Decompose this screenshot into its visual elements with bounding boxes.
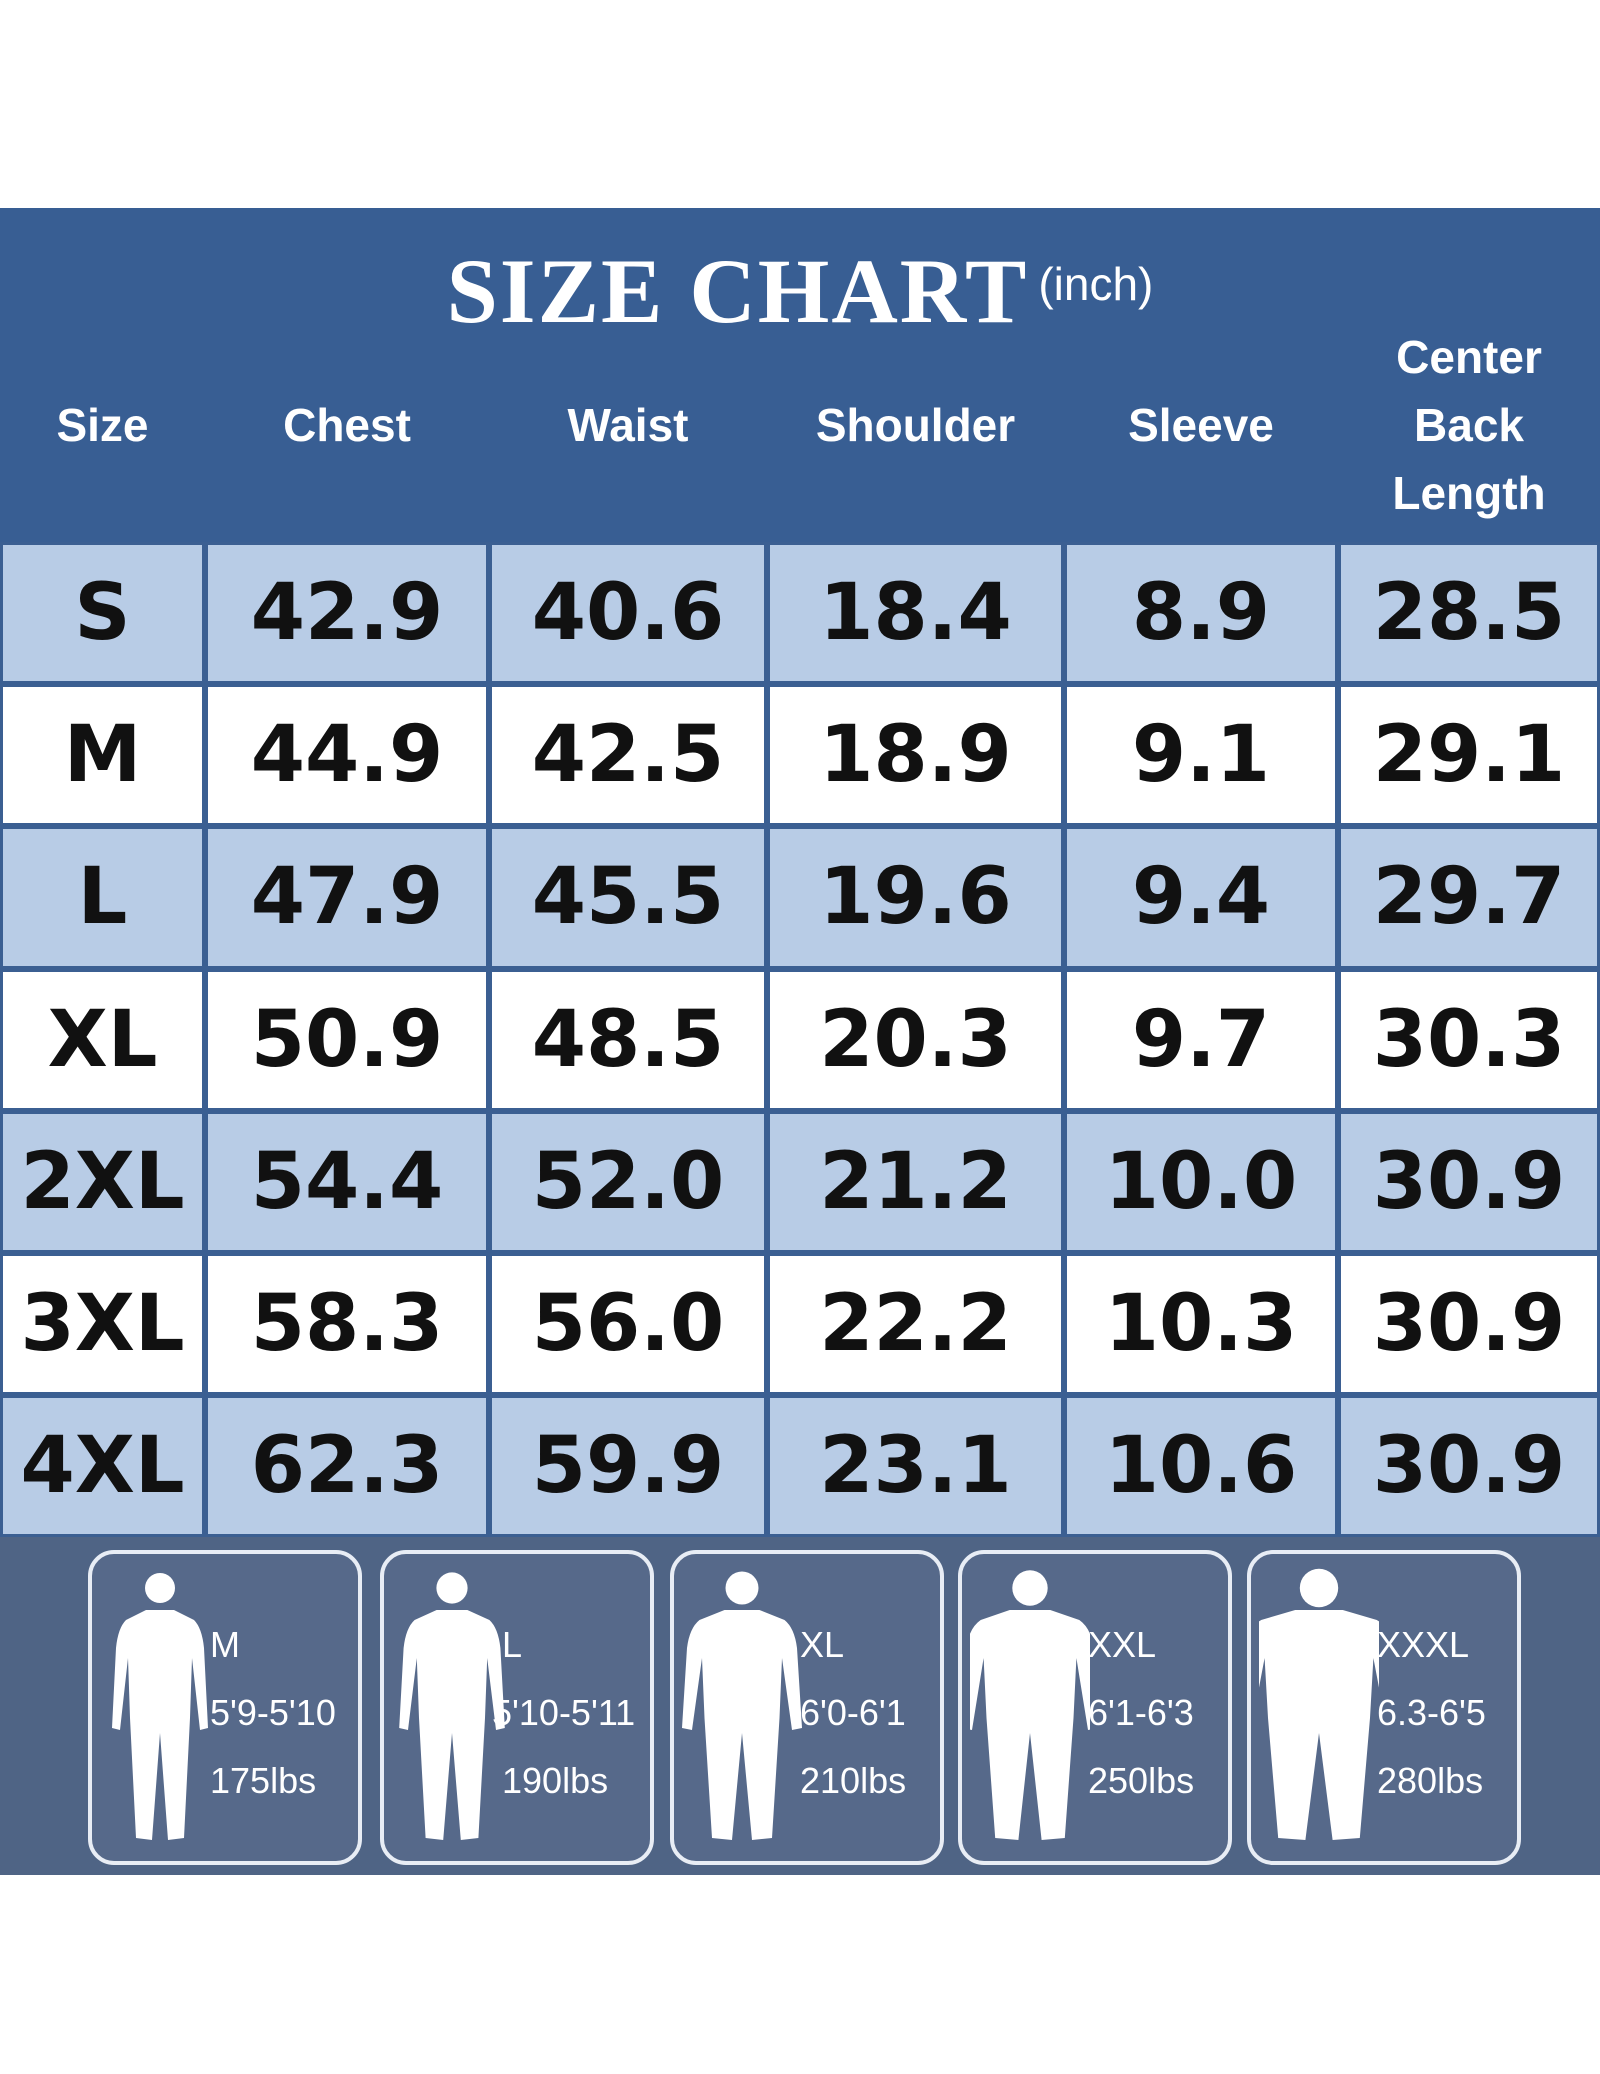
value-cell: 10.6	[1064, 1395, 1338, 1538]
figure-height: 6'1-6'3	[1088, 1692, 1194, 1733]
value-cell: 48.5	[489, 968, 767, 1111]
body-silhouette	[399, 1572, 505, 1840]
column-header: Size	[56, 399, 149, 451]
figure-weight: 175lbs	[210, 1760, 317, 1801]
value-cell: 9.4	[1064, 826, 1338, 969]
column-header: Chest	[283, 399, 411, 451]
value-cell: 52.0	[489, 1110, 767, 1253]
figure-height: 5'10-5'11	[492, 1692, 636, 1733]
value-cell: 9.7	[1064, 968, 1338, 1111]
figure-card: XL 6'0-6'1 210lbs	[670, 1550, 944, 1865]
body-silhouette	[682, 1571, 802, 1840]
figure-panel: M 5'9-5'10 175lbs L 5'10-5'11 190lbs XL 6'0-6'1…	[0, 1537, 1600, 1875]
title: SIZE CHART	[446, 240, 1029, 342]
column-header: Center Back Length	[1392, 331, 1546, 519]
head	[725, 1571, 759, 1605]
value-cell: 9.1	[1064, 684, 1338, 827]
value-cell: 18.4	[767, 542, 1064, 685]
column-header: Waist	[567, 399, 689, 451]
column-header: Shoulder	[815, 399, 1016, 451]
header: SIZE CHART (inch) Size Chest Waist Shoulder S…	[0, 208, 1600, 542]
value-cell: 47.9	[205, 826, 489, 969]
size-cell: XL	[0, 968, 205, 1111]
body	[1259, 1610, 1379, 1840]
value-cell: 10.3	[1064, 1253, 1338, 1396]
figure-size: XXL	[1088, 1624, 1157, 1665]
value-cell: 54.4	[205, 1110, 489, 1253]
body-silhouette	[970, 1570, 1090, 1840]
size-cell: S	[0, 542, 205, 685]
value-cell: 29.1	[1338, 684, 1600, 827]
value-cell: 18.9	[767, 684, 1064, 827]
head	[1299, 1568, 1339, 1608]
figure-card: L 5'10-5'11 190lbs	[380, 1550, 654, 1865]
body	[399, 1610, 505, 1840]
body	[112, 1610, 208, 1840]
value-cell: 30.9	[1338, 1253, 1600, 1396]
value-cell: 19.6	[767, 826, 1064, 969]
figure-card: XXXL 6.3-6'5 280lbs	[1247, 1550, 1521, 1865]
size-cell: 3XL	[0, 1253, 205, 1396]
value-cell: 30.9	[1338, 1395, 1600, 1538]
head	[436, 1572, 468, 1604]
figure-size: M	[210, 1624, 240, 1665]
value-cell: 10.0	[1064, 1110, 1338, 1253]
size-cell: 4XL	[0, 1395, 205, 1538]
figure-weight: 250lbs	[1088, 1760, 1195, 1801]
title-block: SIZE CHART (inch)	[0, 238, 1600, 344]
value-cell: 20.3	[767, 968, 1064, 1111]
size-cell: 2XL	[0, 1110, 205, 1253]
value-cell: 28.5	[1338, 542, 1600, 685]
value-cell: 59.9	[489, 1395, 767, 1538]
figure-weight: 280lbs	[1377, 1760, 1484, 1801]
figure-height: 6'0-6'1	[800, 1692, 906, 1733]
unit: (inch)	[1038, 258, 1154, 310]
value-cell: 8.9	[1064, 542, 1338, 685]
figure-size: XL	[800, 1624, 845, 1665]
figure-card: XXL 6'1-6'3 250lbs	[958, 1550, 1232, 1865]
body-silhouette	[112, 1573, 208, 1840]
body	[970, 1610, 1090, 1840]
figure-card: M 5'9-5'10 175lbs	[88, 1550, 362, 1865]
head	[1012, 1570, 1048, 1606]
figure-weight: 190lbs	[502, 1760, 609, 1801]
value-cell: 29.7	[1338, 826, 1600, 969]
value-cell: 50.9	[205, 968, 489, 1111]
value-cell: 40.6	[489, 542, 767, 685]
figure-height: 6.3-6'5	[1377, 1692, 1486, 1733]
value-cell: 22.2	[767, 1253, 1064, 1396]
value-cell: 58.3	[205, 1253, 489, 1396]
value-cell: 56.0	[489, 1253, 767, 1396]
size-cell: L	[0, 826, 205, 969]
body-silhouette	[1259, 1568, 1379, 1840]
body	[682, 1610, 802, 1840]
value-cell: 23.1	[767, 1395, 1064, 1538]
value-cell: 21.2	[767, 1110, 1064, 1253]
size-cell: M	[0, 684, 205, 827]
value-cell: 45.5	[489, 826, 767, 969]
value-cell: 30.9	[1338, 1110, 1600, 1253]
value-cell: 42.9	[205, 542, 489, 685]
value-cell: 30.3	[1338, 968, 1600, 1111]
value-cell: 44.9	[205, 684, 489, 827]
value-cell: 42.5	[489, 684, 767, 827]
value-cell: 62.3	[205, 1395, 489, 1538]
figure-height: 5'9-5'10	[210, 1692, 336, 1733]
figure-weight: 210lbs	[800, 1760, 907, 1801]
column-header: Sleeve	[1128, 399, 1274, 451]
head	[145, 1573, 175, 1603]
figure-size: XXXL	[1377, 1624, 1470, 1665]
figure-size: L	[502, 1624, 523, 1665]
